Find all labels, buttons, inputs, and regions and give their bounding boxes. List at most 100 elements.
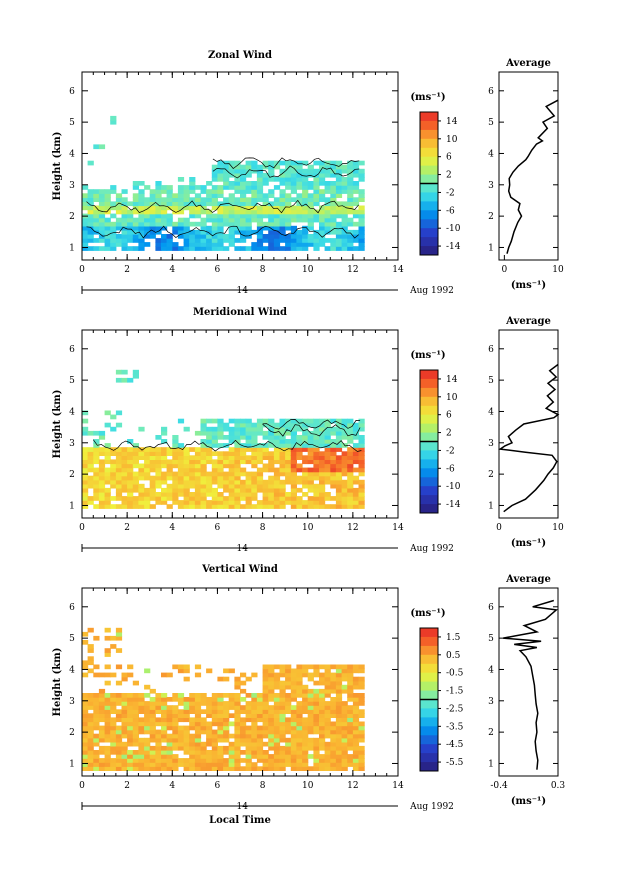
heatmap-cell	[347, 439, 354, 444]
heatmap-cell	[234, 168, 241, 174]
heatmap-cell	[104, 709, 111, 714]
heatmap-cell	[245, 676, 252, 682]
profile-y-tick-label: 5	[488, 376, 494, 386]
heatmap-cell	[352, 758, 360, 763]
heatmap-cell	[110, 221, 117, 227]
heatmap-cell	[335, 504, 343, 509]
heatmap-cell	[256, 701, 264, 706]
heatmap-cell	[335, 741, 343, 747]
heatmap-cell	[228, 475, 235, 481]
heatmap-cell	[104, 725, 111, 731]
heatmap-cell	[290, 467, 297, 473]
heatmap-cell	[172, 492, 179, 497]
heatmap-cell	[200, 238, 207, 243]
heatmap-cell	[110, 229, 117, 235]
heatmap-cell	[200, 242, 207, 247]
y-tick-label: 6	[69, 345, 75, 355]
heatmap-cell	[177, 492, 185, 497]
heatmap-cell	[251, 164, 258, 170]
heatmap-cell	[319, 766, 326, 771]
heatmap-cell	[335, 750, 343, 755]
heatmap-cell	[240, 737, 247, 743]
heatmap-cell	[273, 762, 281, 767]
heatmap-cell	[228, 459, 235, 465]
heatmap-cell	[358, 709, 365, 714]
heatmap-cell	[358, 160, 365, 166]
heatmap-cell	[200, 717, 207, 723]
heatmap-cell	[98, 193, 106, 198]
heatmap-cell	[358, 189, 365, 194]
heatmap-cell	[177, 758, 185, 763]
heatmap-cell	[93, 471, 100, 477]
heatmap-cell	[313, 500, 320, 505]
heatmap-cell	[313, 443, 320, 448]
heatmap-cell	[347, 234, 354, 239]
x-tick-label: 14	[392, 781, 404, 791]
heatmap-cell	[296, 729, 303, 735]
heatmap-cell	[273, 242, 281, 247]
heatmap-cell	[211, 467, 218, 473]
heatmap-cell	[127, 754, 134, 759]
heatmap-cell	[194, 762, 202, 767]
heatmap-cell	[200, 758, 207, 763]
heatmap-cell	[104, 627, 111, 633]
heatmap-cell	[240, 447, 247, 452]
heatmap-cell	[313, 721, 320, 727]
heatmap-cell	[256, 172, 264, 178]
heatmap-cell	[228, 221, 235, 227]
heatmap-cell	[335, 435, 343, 440]
heatmap-cell	[98, 189, 106, 194]
heatmap-cell	[240, 201, 247, 207]
heatmap-cell	[132, 750, 139, 755]
heatmap-cell	[172, 737, 179, 743]
heatmap-cell	[177, 729, 185, 735]
heatmap-cell	[251, 705, 258, 710]
heatmap-cell	[110, 189, 117, 194]
heatmap-cell	[115, 487, 123, 493]
heatmap-cell	[155, 709, 162, 714]
heatmap-cell	[335, 205, 343, 211]
heatmap-cell	[302, 197, 309, 202]
heatmap-cell	[82, 496, 89, 501]
colorbar-segment	[420, 708, 438, 718]
heatmap-cell	[194, 459, 202, 465]
heatmap-cell	[189, 492, 196, 497]
heatmap-cell	[144, 500, 151, 505]
heatmap-cell	[177, 234, 185, 239]
heatmap-cell	[296, 717, 303, 723]
colorbar-tick-label: 14	[446, 117, 458, 127]
y-tick-label: 3	[69, 439, 75, 449]
heatmap-cell	[256, 741, 264, 747]
heatmap-cell	[138, 234, 145, 239]
heatmap-cell	[138, 721, 145, 727]
heatmap-cell	[319, 729, 326, 735]
heatmap-cell	[87, 733, 94, 739]
heatmap-cell	[262, 741, 269, 747]
heatmap-cell	[347, 172, 354, 178]
heatmap-cell	[155, 435, 162, 440]
heatmap-cell	[358, 496, 365, 501]
heatmap-cell	[341, 238, 348, 243]
heatmap-cell	[104, 705, 111, 710]
heatmap-cell	[302, 664, 309, 670]
heatmap-cell	[206, 766, 213, 771]
heatmap-cell	[132, 758, 139, 763]
heatmap-cell	[240, 758, 247, 763]
heatmap-cell	[273, 185, 281, 190]
heatmap-cell	[302, 422, 309, 428]
heatmap-cell	[307, 459, 314, 465]
heatmap-cell	[296, 443, 303, 448]
heatmap-cell	[341, 426, 348, 432]
heatmap-cell	[262, 467, 269, 473]
heatmap-cell	[82, 697, 89, 702]
heatmap-cell	[98, 496, 106, 501]
heatmap-cell	[144, 225, 151, 231]
heatmap-cell	[324, 680, 331, 686]
heatmap-cell	[98, 688, 106, 694]
heatmap-cell	[307, 705, 314, 710]
heatmap-cell	[240, 164, 247, 170]
heatmap-cell	[82, 745, 89, 751]
heatmap-cell	[335, 168, 343, 174]
heatmap-cell	[132, 459, 139, 465]
heatmap-cell	[149, 209, 156, 215]
